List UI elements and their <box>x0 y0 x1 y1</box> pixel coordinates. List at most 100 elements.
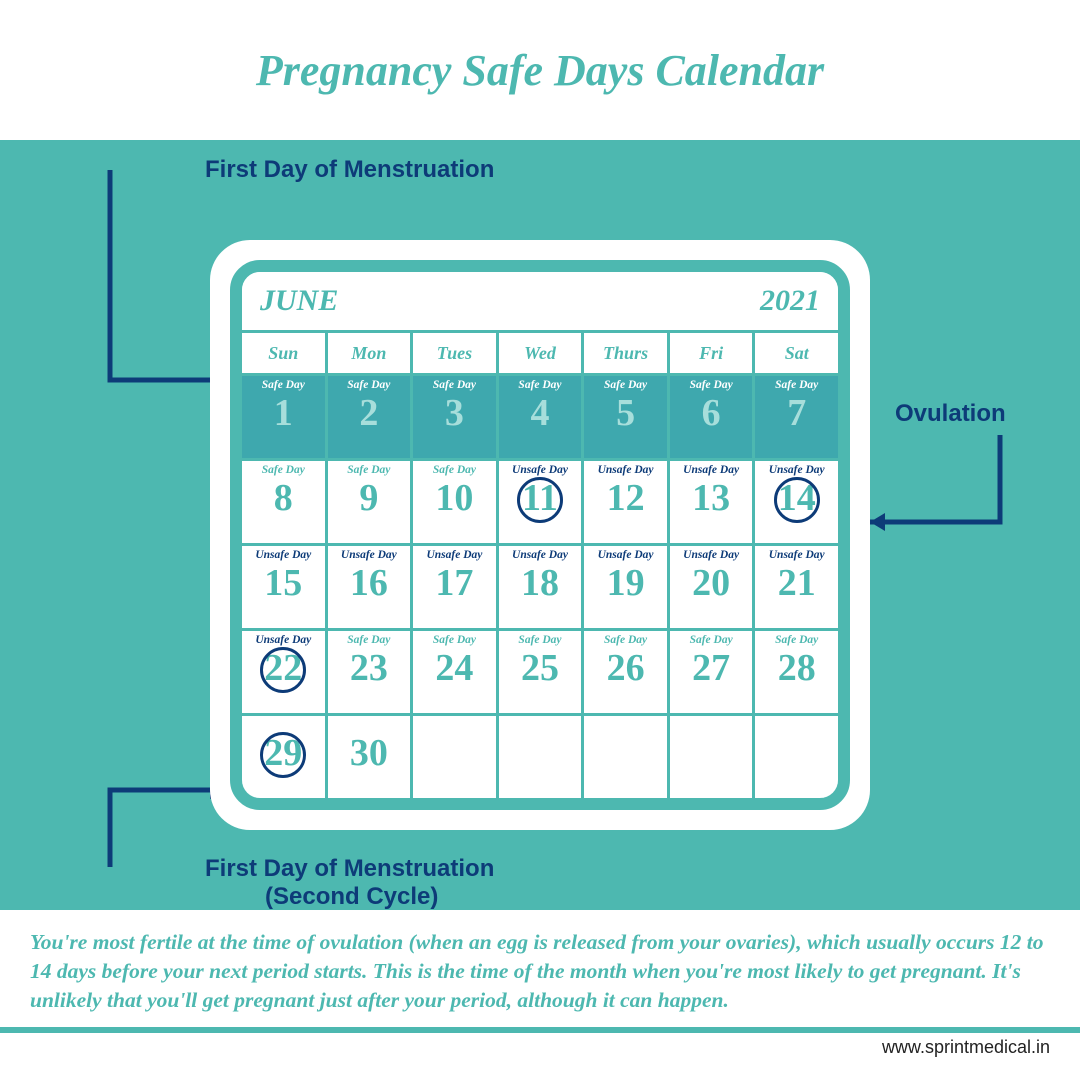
dow-header: Tues <box>413 333 496 373</box>
cell-number: 18 <box>499 564 582 602</box>
calendar-cell: Safe Day 4 <box>499 376 582 458</box>
dow-header: Mon <box>328 333 411 373</box>
cell-tag: Safe Day <box>328 634 411 646</box>
cell-tag: Safe Day <box>242 379 325 391</box>
calendar-header: JUNE 2021 <box>242 272 838 330</box>
calendar-cell: Safe Day23 <box>328 631 411 713</box>
cell-tag: Unsafe Day <box>755 464 838 476</box>
calendar-cell: Safe Day 1 <box>242 376 325 458</box>
cell-tag: Safe Day <box>584 634 667 646</box>
dow-header: Wed <box>499 333 582 373</box>
cell-number: 9 <box>328 479 411 517</box>
calendar-cell: Safe Day 28 <box>755 631 838 713</box>
calendar-cell: Safe Day 8 <box>242 461 325 543</box>
cell-number: 17 <box>413 564 496 602</box>
cell-number: 15 <box>242 564 325 602</box>
cell-number: 28 <box>755 649 838 687</box>
cell-tag: Unsafe Day <box>242 549 325 561</box>
cell-tag: Safe Day <box>755 634 838 646</box>
calendar-cell: Safe Day 24 <box>413 631 496 713</box>
calendar-inner: JUNE 2021 SunMonTuesWedThursFriSatSafe D… <box>230 260 850 810</box>
dow-header: Sun <box>242 333 325 373</box>
calendar-year: 2021 <box>760 284 820 318</box>
calendar-cell: Safe Day 9 <box>328 461 411 543</box>
cell-number: 8 <box>242 479 325 517</box>
dow-header: Sat <box>755 333 838 373</box>
cell-number: 16 <box>328 564 411 602</box>
cell-tag: Safe Day <box>328 379 411 391</box>
cell-tag: Unsafe Day <box>755 549 838 561</box>
cell-tag: Safe Day <box>499 634 582 646</box>
cell-tag: Unsafe Day <box>242 634 325 646</box>
cell-number: 30 <box>328 734 411 772</box>
calendar-cell <box>584 716 667 798</box>
calendar-cell: Safe Day 5 <box>584 376 667 458</box>
cell-tag: Unsafe Day <box>499 464 582 476</box>
calendar-cell: Unsafe Day 16 <box>328 546 411 628</box>
main-area: First Day of Menstruation Ovulation Firs… <box>0 140 1080 910</box>
cell-number: 10 <box>413 479 496 517</box>
calendar-cell: 30 <box>328 716 411 798</box>
cell-number: 1 <box>242 394 325 432</box>
dow-header: Thurs <box>584 333 667 373</box>
cell-number: 7 <box>755 394 838 432</box>
calendar-cell: 29 <box>242 716 325 798</box>
calendar-cell: Safe Day 25 <box>499 631 582 713</box>
calendar-cell <box>670 716 753 798</box>
calendar-cell: Unsafe Day 21 <box>755 546 838 628</box>
cell-tag: Safe Day <box>499 379 582 391</box>
calendar-cell: Unsafe Day 17 <box>413 546 496 628</box>
calendar-cell: Unsafe Day 13 <box>670 461 753 543</box>
cell-tag: Unsafe Day <box>328 549 411 561</box>
cell-tag: Safe Day <box>413 464 496 476</box>
calendar-cell <box>755 716 838 798</box>
calendar-cell: Safe Day6 <box>670 376 753 458</box>
cell-tag: Safe Day <box>413 634 496 646</box>
calendar-cell: Safe Day 2 <box>328 376 411 458</box>
cell-tag: Safe Day <box>755 379 838 391</box>
calendar-cell <box>499 716 582 798</box>
cell-number: 26 <box>584 649 667 687</box>
calendar-cell: Unsafe Day 18 <box>499 546 582 628</box>
calendar-cell: Safe Day 7 <box>755 376 838 458</box>
calendar-cell: Unsafe Day 15 <box>242 546 325 628</box>
cell-number: 25 <box>499 649 582 687</box>
title-bar: Pregnancy Safe Days Calendar <box>0 0 1080 140</box>
cell-tag: Unsafe Day <box>413 549 496 561</box>
calendar-cell: Unsafe Day 20 <box>670 546 753 628</box>
dow-header: Fri <box>670 333 753 373</box>
cell-tag: Unsafe Day <box>499 549 582 561</box>
cell-tag: Unsafe Day <box>670 464 753 476</box>
calendar-cell: Safe Day 27 <box>670 631 753 713</box>
cell-tag: Safe Day <box>670 379 753 391</box>
cell-number: 4 <box>499 394 582 432</box>
cell-tag: Unsafe Day <box>584 549 667 561</box>
cell-tag: Unsafe Day <box>670 549 753 561</box>
cell-number: 3 <box>413 394 496 432</box>
cell-tag: Safe Day <box>584 379 667 391</box>
calendar-cell: Unsafe Day 12 <box>584 461 667 543</box>
cell-number: 12 <box>584 479 667 517</box>
cell-number: 24 <box>413 649 496 687</box>
cell-number: 27 <box>670 649 753 687</box>
cell-tag: Unsafe Day <box>584 464 667 476</box>
calendar-month: JUNE <box>260 284 338 318</box>
cell-number: 5 <box>584 394 667 432</box>
cell-number: 13 <box>670 479 753 517</box>
cell-number: 21 <box>755 564 838 602</box>
cell-tag: Safe Day <box>242 464 325 476</box>
cell-number: 20 <box>670 564 753 602</box>
cell-number: 19 <box>584 564 667 602</box>
cell-tag: Safe Day <box>670 634 753 646</box>
calendar-cell: Unsafe Day 19 <box>584 546 667 628</box>
calendar-cell: Unsafe Day22 <box>242 631 325 713</box>
circle-marker-icon <box>774 477 820 523</box>
cell-tag: Safe Day <box>328 464 411 476</box>
cell-number: 2 <box>328 394 411 432</box>
circle-marker-icon <box>260 732 306 778</box>
source-url: www.sprintmedical.in <box>0 1033 1080 1058</box>
footer-paragraph: You're most fertile at the time of ovula… <box>0 910 1080 1027</box>
circle-marker-icon <box>260 647 306 693</box>
calendar-cell: Unsafe Day14 <box>755 461 838 543</box>
page-title: Pregnancy Safe Days Calendar <box>256 45 824 96</box>
